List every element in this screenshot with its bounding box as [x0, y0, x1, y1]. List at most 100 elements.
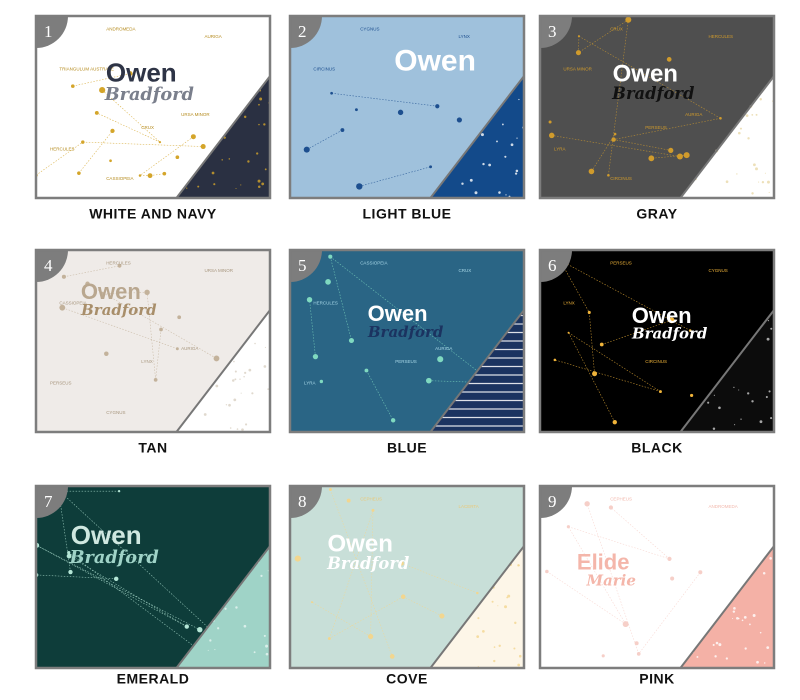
pattern-dot	[267, 388, 270, 391]
star	[346, 498, 351, 503]
star	[548, 120, 552, 124]
star	[175, 347, 179, 351]
tile-border	[288, 484, 526, 670]
constellation-line	[330, 489, 393, 657]
constellation-line	[586, 503, 640, 654]
first-name: Owen	[613, 61, 678, 88]
star	[636, 652, 641, 656]
pattern-dot	[759, 420, 763, 424]
star	[439, 613, 445, 619]
pattern-dot	[751, 400, 754, 403]
number-badge	[290, 16, 322, 48]
constellation-line	[36, 141, 83, 176]
pattern-dot	[477, 617, 480, 620]
star	[456, 117, 462, 123]
pattern-dot	[260, 574, 263, 577]
pattern-dot	[751, 113, 754, 116]
pattern-dot	[770, 417, 773, 420]
diagonal-edge	[175, 75, 270, 198]
constellation-label: LACERTA	[458, 504, 478, 509]
pattern-dot	[224, 607, 227, 610]
swatch-label: LIGHT BLUE	[363, 206, 452, 222]
pattern-dot	[265, 652, 269, 656]
star	[328, 488, 332, 492]
pattern-dot	[739, 127, 742, 130]
constellation-label: CRUX	[141, 125, 154, 130]
star	[690, 393, 694, 398]
constellation-line	[78, 130, 113, 174]
pattern-dot	[469, 178, 473, 182]
constellation-label: HERCULES	[106, 261, 131, 266]
constellation-line	[370, 510, 374, 637]
pattern-dot	[766, 337, 770, 341]
constellation-line	[588, 312, 595, 374]
constellation-label: PERSEUS	[395, 359, 417, 364]
pattern-dot	[518, 98, 520, 101]
constellation-label: LYNX	[458, 34, 469, 39]
constellation-label: LYRA	[554, 147, 565, 152]
diagonal-edge	[175, 545, 270, 668]
constellation-line	[578, 35, 721, 119]
constellation-label: CRUX	[610, 27, 623, 32]
pattern-dot	[221, 159, 223, 161]
star	[683, 152, 690, 159]
constellation-label: CASSIOPEIA	[106, 176, 133, 181]
star	[311, 601, 314, 604]
tile-border	[34, 484, 272, 670]
constellation-label: ANDROMEDA	[106, 27, 135, 32]
pattern-dot	[770, 327, 773, 330]
last-name: Bradford	[69, 547, 159, 568]
star	[61, 274, 66, 279]
constellation-line	[638, 572, 701, 655]
pattern-dot	[756, 660, 759, 664]
first-name: Owen	[394, 45, 476, 78]
star	[400, 594, 406, 599]
pattern-dot	[715, 641, 719, 645]
pattern-dot	[506, 596, 509, 599]
pattern-dot	[696, 655, 699, 658]
constellation-line	[554, 359, 661, 392]
star	[94, 111, 99, 115]
pattern-dot	[725, 657, 728, 660]
swatch-label: GRAY	[636, 206, 677, 222]
pattern-dot	[752, 613, 756, 617]
pattern-dot	[496, 140, 498, 143]
constellation-line	[403, 596, 443, 617]
pattern-dot	[253, 651, 256, 654]
pattern-dot	[233, 398, 237, 402]
star	[85, 281, 90, 287]
swatch-number: 7	[44, 492, 53, 511]
pattern-dot	[764, 172, 766, 174]
constellation-label: AURIGA	[685, 112, 702, 117]
swatch-number: 5	[298, 256, 307, 275]
constellation-label: CYGNUS	[708, 268, 727, 273]
constellation-line	[96, 112, 161, 143]
star	[613, 132, 617, 136]
pattern-dot	[755, 167, 758, 171]
pattern-dot	[257, 185, 261, 189]
constellation-line	[72, 73, 131, 87]
constellation-label: TRIANGULUM AUSTRALE	[59, 67, 114, 72]
star	[177, 315, 182, 320]
pattern-dot	[214, 649, 216, 651]
constellation-label: ANDROMEDA	[708, 504, 737, 509]
constellation-label: HERCULES	[50, 147, 75, 152]
star	[719, 117, 722, 120]
star	[354, 108, 358, 112]
swatch-tile: CRUX HERCULES URSA MINOR PERSEUS LYRA AURIGA C…	[538, 14, 776, 200]
star	[429, 165, 433, 169]
pattern-dot	[243, 624, 247, 628]
constellation-label: CYGNUS	[360, 27, 379, 32]
constellation-label: HERCULES	[313, 301, 338, 306]
star	[548, 132, 555, 139]
pattern-dot	[497, 605, 499, 607]
star	[109, 159, 112, 163]
star	[575, 50, 581, 56]
pattern-dot	[713, 394, 715, 396]
star	[348, 337, 355, 344]
pattern-dot	[248, 368, 252, 372]
star	[325, 279, 331, 285]
